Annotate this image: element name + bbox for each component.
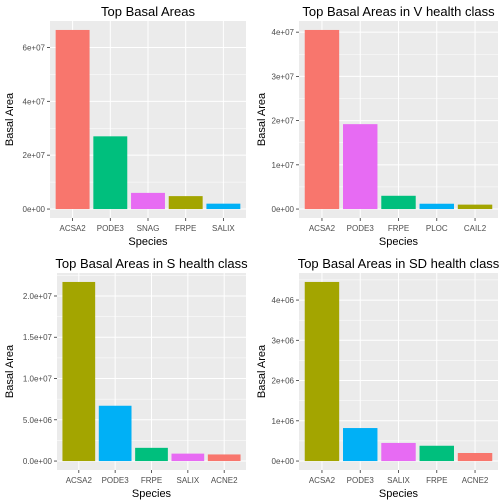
x-axis-title: Species <box>379 488 419 500</box>
x-tick-label: FRPE <box>175 224 196 233</box>
x-tick-label: ACSA2 <box>309 224 336 233</box>
y-tick-label: 5.0e+06 <box>23 416 53 425</box>
x-axis-title: Species <box>132 488 172 500</box>
x-tick-label: FRPE <box>388 224 409 233</box>
bar-pode3 <box>93 136 128 210</box>
x-tick-label: PLOC <box>426 224 448 233</box>
x-tick-label: FRPE <box>141 476 162 485</box>
x-tick-label: PODE3 <box>347 476 375 485</box>
bar-acsa2 <box>55 29 90 210</box>
x-axis-title: Species <box>379 236 419 248</box>
x-tick-label: PODE3 <box>97 224 125 233</box>
y-tick-label: 0e+00 <box>272 457 295 466</box>
bar-acne2 <box>457 452 493 462</box>
bar-pode3 <box>343 124 378 210</box>
bar-frpe <box>135 447 168 462</box>
x-tick-label: PODE3 <box>102 476 130 485</box>
y-tick-label: 6e+07 <box>23 43 46 52</box>
y-axis-title: Basal Area <box>256 92 268 146</box>
x-tick-label: SALIX <box>387 476 410 485</box>
bar-pode3 <box>343 428 378 462</box>
chart-top-basal-areas: 0e+00 2e+07 4e+07 6e+07 ACSA2 PODE3 SNAG FRPE SA… <box>4 4 246 248</box>
y-tick-label: 4e+06 <box>272 296 295 305</box>
chart-title: Top Basal Areas in S health class <box>55 256 248 271</box>
y-tick-label: 4e+07 <box>23 97 46 106</box>
x-tick-label: SALIX <box>212 224 235 233</box>
bar-frpe <box>381 195 416 210</box>
chart-top-basal-areas-s: 0.0e+00 5.0e+06 1.0e+07 1.5e+07 2.0e+07 ACSA2… <box>4 256 248 500</box>
x-tick-label: SALIX <box>177 476 200 485</box>
y-tick-label: 2e+06 <box>272 377 295 386</box>
y-tick-label: 1e+06 <box>272 417 295 426</box>
y-tick-label: 2.0e+07 <box>23 292 53 301</box>
y-tick-label: 1e+07 <box>272 161 295 170</box>
bar-pode3 <box>98 405 132 462</box>
chart-title: Top Basal Areas in V health class <box>302 4 495 19</box>
x-tick-label: ACNE2 <box>211 476 238 485</box>
y-tick-label: 4e+07 <box>272 28 295 37</box>
bar-acne2 <box>207 454 241 462</box>
x-tick-label: PODE3 <box>347 224 375 233</box>
y-tick-label: 3e+07 <box>272 72 295 81</box>
chart-title: Top Basal Areas in SD health class <box>298 256 500 271</box>
chart-top-basal-areas-v: 0e+00 1e+07 2e+07 3e+07 4e+07 ACSA2 PODE3 FRPE P… <box>256 4 498 248</box>
x-axis-title: Species <box>128 236 168 248</box>
y-tick-label: 0.0e+00 <box>23 457 53 466</box>
y-tick-label: 1.5e+07 <box>23 333 53 342</box>
x-tick-label: ACNE2 <box>462 476 489 485</box>
y-tick-label: 1.0e+07 <box>23 375 53 384</box>
y-tick-label: 0e+00 <box>23 205 46 214</box>
bar-ploc <box>419 203 454 210</box>
x-tick-label: SNAG <box>137 224 160 233</box>
bar-frpe <box>419 445 454 462</box>
x-tick-label: ACSA2 <box>59 224 86 233</box>
y-tick-label: 3e+06 <box>272 336 295 345</box>
chart-title: Top Basal Areas <box>101 4 195 19</box>
bar-acsa2 <box>62 281 96 462</box>
bar-cail2 <box>457 204 493 210</box>
y-tick-label: 2e+07 <box>23 151 46 160</box>
bar-salix <box>381 442 416 462</box>
bar-salix <box>171 453 205 462</box>
y-axis-title: Basal Area <box>4 344 16 398</box>
bar-acsa2 <box>304 281 340 462</box>
x-tick-label: ACSA2 <box>309 476 336 485</box>
y-axis-title: Basal Area <box>4 92 16 146</box>
y-tick-label: 2e+07 <box>272 117 295 126</box>
x-tick-label: FRPE <box>426 476 447 485</box>
x-tick-label: CAIL2 <box>464 224 487 233</box>
y-tick-label: 0e+00 <box>272 205 295 214</box>
y-axis-title: Basal Area <box>256 344 268 398</box>
bar-snag <box>131 192 165 210</box>
x-tick-label: ACSA2 <box>66 476 93 485</box>
bar-acsa2 <box>304 29 340 210</box>
bar-frpe <box>168 196 203 210</box>
bar-salix <box>206 203 241 210</box>
chart-top-basal-areas-sd: 0e+00 1e+06 2e+06 3e+06 4e+06 ACSA2 PODE3 SALIX… <box>256 256 500 500</box>
